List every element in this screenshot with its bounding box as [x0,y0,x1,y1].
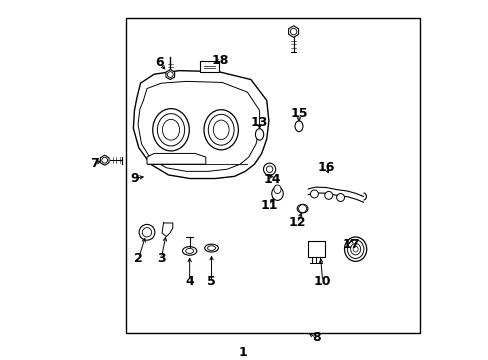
Ellipse shape [139,224,155,240]
Circle shape [263,163,275,175]
Text: 18: 18 [211,54,228,67]
Ellipse shape [255,129,263,140]
Ellipse shape [203,110,238,150]
Circle shape [298,205,306,213]
Ellipse shape [157,114,184,146]
Polygon shape [100,155,109,165]
Text: 10: 10 [313,275,331,288]
Polygon shape [147,153,205,164]
Circle shape [310,190,318,198]
Text: 9: 9 [130,172,139,185]
Text: 7: 7 [90,157,99,170]
Polygon shape [165,69,174,80]
Ellipse shape [297,204,307,213]
Circle shape [336,194,344,202]
Polygon shape [288,26,298,37]
Ellipse shape [152,109,189,151]
Ellipse shape [182,247,196,255]
Bar [126,18,419,333]
Ellipse shape [271,187,283,201]
Ellipse shape [185,248,193,253]
Text: 8: 8 [311,331,320,344]
Text: 12: 12 [288,216,305,229]
Ellipse shape [207,246,215,251]
Text: 3: 3 [157,252,165,265]
Text: 13: 13 [250,116,268,129]
Text: 4: 4 [185,275,194,288]
Ellipse shape [350,243,360,255]
Text: 14: 14 [263,174,281,186]
Ellipse shape [273,185,281,194]
Text: 16: 16 [317,161,334,174]
Ellipse shape [142,228,151,237]
Text: 5: 5 [207,275,216,288]
Polygon shape [133,71,268,179]
Circle shape [102,157,107,163]
Ellipse shape [346,240,363,258]
Polygon shape [162,223,172,237]
Text: 17: 17 [342,238,359,251]
Text: 2: 2 [134,252,143,265]
Ellipse shape [344,237,366,261]
Ellipse shape [204,244,218,252]
Ellipse shape [352,246,357,252]
Ellipse shape [162,120,179,140]
Ellipse shape [208,114,234,145]
Ellipse shape [294,121,302,131]
Text: 6: 6 [155,56,163,69]
Polygon shape [138,81,259,171]
Circle shape [324,192,332,199]
Circle shape [167,72,173,77]
Text: 15: 15 [290,108,307,121]
Circle shape [290,28,296,35]
Text: 11: 11 [260,199,277,212]
FancyBboxPatch shape [200,60,218,72]
FancyBboxPatch shape [307,241,324,257]
Circle shape [266,166,272,172]
Ellipse shape [213,120,228,139]
Text: 1: 1 [238,346,246,359]
